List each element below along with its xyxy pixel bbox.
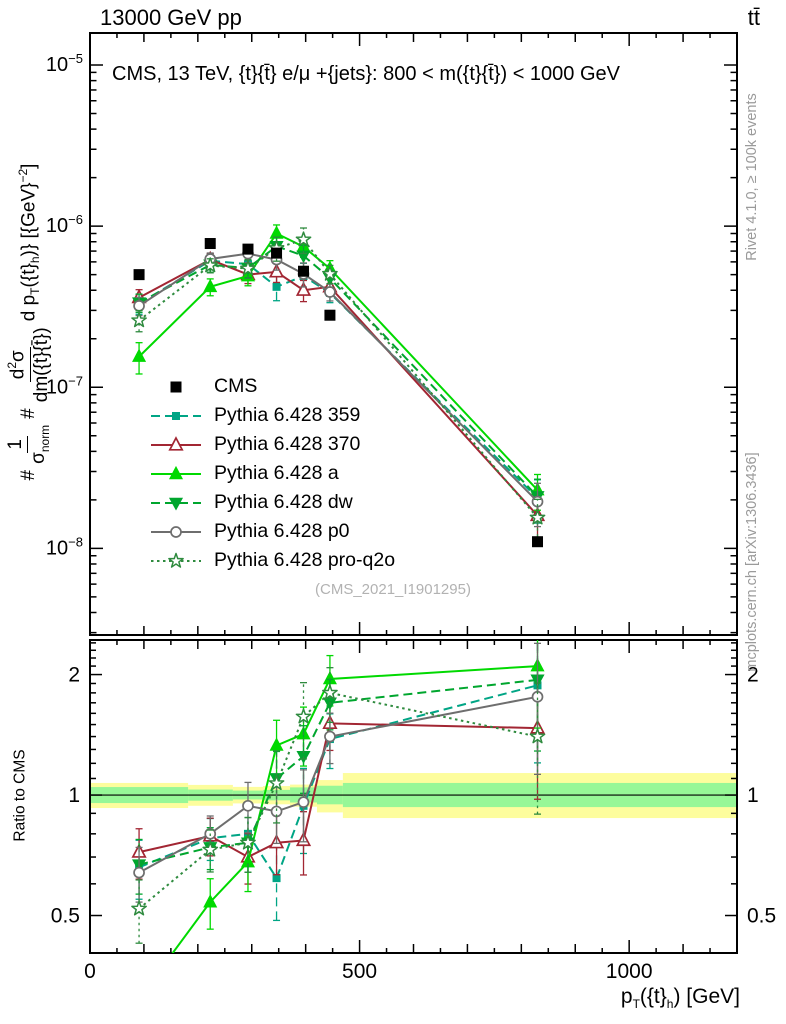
legend-label: CMS bbox=[214, 375, 258, 398]
plot-title: CMS, 13 TeV, {t}{t̄} e/μ +{jets}: 800 < … bbox=[112, 63, 620, 85]
series-ratio-Pythia-6.428-pro-q2o bbox=[131, 667, 546, 944]
rivet-version-note: Rivet 4.1.0, ≥ 100k events bbox=[744, 93, 760, 261]
legend-item: Pythia 6.428 pro-q2o bbox=[148, 546, 395, 575]
svg-text:2: 2 bbox=[68, 664, 80, 687]
cms-data-points bbox=[133, 238, 544, 548]
legend-item: Pythia 6.428 a bbox=[148, 459, 395, 488]
axis-ticks bbox=[89, 33, 738, 953]
ylabel-norm-fraction: 1 σnorm bbox=[5, 424, 53, 464]
main-y-axis-label: # 1 σnorm # d2σ dm({t}{t̄}) d pT({t}h)} … bbox=[5, 22, 53, 622]
x-axis-label: pT({t}h) [GeV] bbox=[620, 985, 740, 1012]
legend-label: Pythia 6.428 359 bbox=[214, 404, 361, 427]
svg-text:10−6: 10−6 bbox=[46, 212, 83, 237]
mcplots-source-note: mcplots.cern.ch [arXiv:1306.3436] bbox=[744, 452, 760, 672]
legend-label: Pythia 6.428 a bbox=[214, 462, 339, 485]
svg-text:1: 1 bbox=[747, 784, 759, 807]
square-filled-legend-marker bbox=[151, 411, 201, 420]
star-open-legend-marker bbox=[151, 552, 201, 568]
legend-item: Pythia 6.428 370 bbox=[148, 430, 395, 459]
legend-label: Pythia 6.428 p0 bbox=[214, 520, 350, 543]
circle-open-legend-marker bbox=[151, 525, 201, 538]
ylabel-hash2: # bbox=[18, 408, 40, 419]
ylabel-tail: d pT({t}h)} [{GeV}−2] bbox=[15, 163, 42, 322]
triangle-down-filled-legend-marker bbox=[151, 497, 201, 511]
svg-text:1000: 1000 bbox=[606, 960, 653, 983]
process-label: tt̄ bbox=[747, 5, 760, 30]
svg-text:2: 2 bbox=[747, 664, 759, 687]
legend-label: Pythia 6.428 pro-q2o bbox=[214, 549, 396, 572]
svg-text:0.5: 0.5 bbox=[51, 905, 80, 928]
ylabel-xsec-fraction: d2σ dm({t}{t̄}) bbox=[5, 327, 52, 403]
svg-text:0.5: 0.5 bbox=[747, 905, 776, 928]
legend-label: Pythia 6.428 dw bbox=[214, 491, 353, 514]
legend-label: Pythia 6.428 370 bbox=[214, 433, 361, 456]
svg-text:500: 500 bbox=[342, 960, 377, 983]
series-ratio-Pythia-6.428-a bbox=[171, 640, 545, 953]
triangle-filled-legend-marker bbox=[151, 465, 201, 479]
ratio-y-axis-label: Ratio to CMS bbox=[11, 749, 29, 842]
svg-text:0: 0 bbox=[84, 960, 96, 983]
analysis-id-watermark: (CMS_2021_I1901295) bbox=[315, 581, 471, 598]
legend-item: Pythia 6.428 dw bbox=[148, 488, 395, 517]
beam-energy-label: 13000 GeV pp bbox=[100, 5, 242, 30]
legend-item: CMS bbox=[148, 372, 395, 401]
legend: CMS Pythia 6.428 359 Pythia 6.428 370 Pythi… bbox=[148, 372, 395, 575]
ylabel-hash: # bbox=[18, 469, 40, 481]
legend-item: Pythia 6.428 p0 bbox=[148, 517, 395, 546]
svg-text:1: 1 bbox=[68, 784, 80, 807]
legend-item: Pythia 6.428 359 bbox=[148, 401, 395, 430]
cms-square-legend-marker bbox=[170, 381, 182, 392]
triangle-open-legend-marker bbox=[151, 435, 201, 451]
